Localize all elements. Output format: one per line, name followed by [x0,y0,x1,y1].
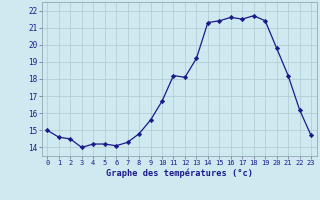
X-axis label: Graphe des températures (°c): Graphe des températures (°c) [106,169,253,178]
